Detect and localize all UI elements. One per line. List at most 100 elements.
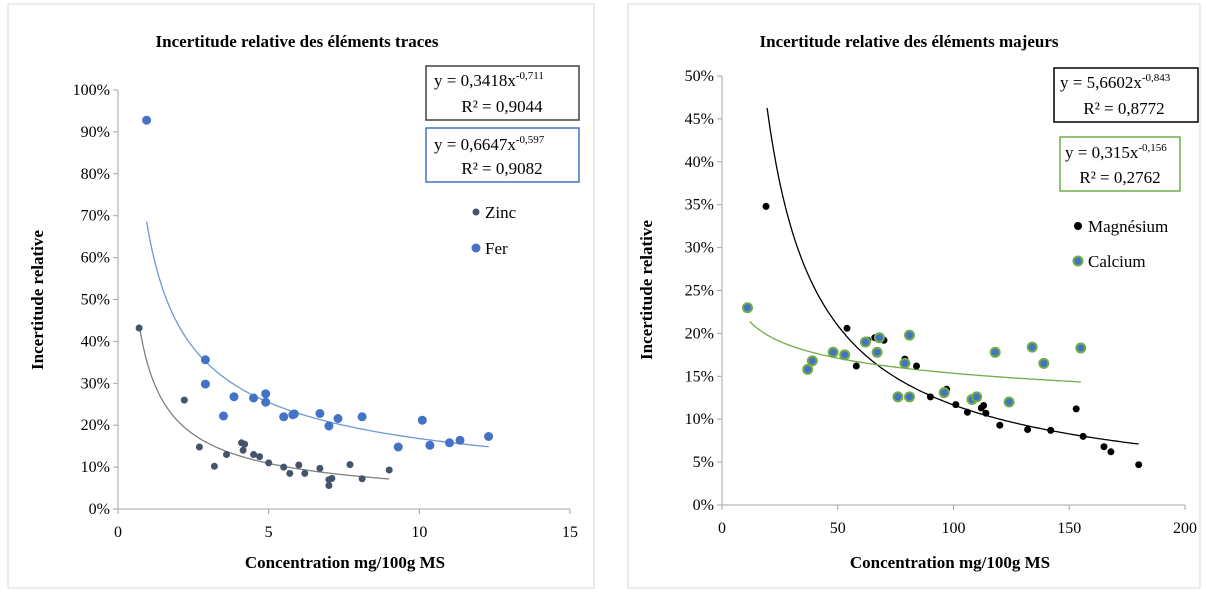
equation-box-border [425,127,580,183]
data-point-fer [455,435,465,445]
data-point-calcium [904,391,915,403]
data-point-fer [333,414,343,423]
r-squared-text: R² = 0,8772 [1083,99,1164,118]
data-point-zinc [328,474,336,482]
y-tick-label: 100% [73,82,110,99]
y-tick-label: 80% [81,166,110,183]
data-point-zinc [180,396,188,404]
data-point-zinc [325,482,333,489]
data-point-magnesium [1135,461,1143,469]
y-tick-label: 45% [685,111,714,128]
chart-panel-majeurs: Incertitude relative des éléments majeur… [604,0,1206,592]
legend-marker-fer [471,243,481,253]
data-point-fer [324,421,334,431]
data-point-magnesium [982,409,990,417]
data-point-magnesium [1072,405,1080,413]
legend: Zinc Fer [471,203,517,258]
data-point-magnesium [843,324,851,332]
equation-box-magnesium: y = 5,6602x-0,843 R² = 0,8772 [1053,67,1199,123]
r-squared-text: R² = 0,9044 [461,97,543,116]
data-point-magnesium [980,402,988,409]
data-point-calcium [971,391,983,403]
data-point-fer [315,409,325,418]
legend-label-magnesium: Magnésium [1088,217,1168,236]
chart-panel-traces: Incertitude relative des éléments traces… [0,0,604,592]
data-point-magnesium [852,362,860,370]
data-point-zinc [135,324,143,332]
x-tick-label: 100 [942,520,966,537]
data-point-fer [200,379,210,389]
plot-area: 0% 10% 20% 30% 40% 50% 60% 70% 80% 90% 100% 0 5 10 15 [73,82,578,541]
equation-text: y = 0,6647x-0,597 [434,134,545,154]
y-tick-label: 0% [693,497,714,514]
data-point-calcium [873,332,885,344]
y-tick-label: 10% [685,411,714,428]
equation-text: y = 0,3418x-0,711 [434,70,544,90]
r-squared-text: R² = 0,2762 [1079,168,1160,187]
data-point-calcium [938,387,950,399]
equation-box-border [1053,67,1199,123]
chart-traces: Incertitude relative des éléments traces… [7,3,595,589]
data-point-magnesium [926,393,934,401]
data-point-calcium [806,355,818,367]
legend: Magnésium Calcium [1072,217,1168,271]
y-tick-label: 60% [81,250,110,267]
y-tick-label: 15% [685,368,714,385]
trendline-calcium [749,321,1081,383]
chart-title: Incertitude relative des éléments majeur… [760,32,1059,51]
legend-label-fer: Fer [485,239,508,258]
r-squared-text: R² = 0,9082 [461,159,542,178]
x-tick-label: 50 [830,520,846,537]
data-point-calcium [904,329,915,341]
data-point-zinc [256,453,264,461]
data-point-fer [425,440,435,450]
chart-title: Incertitude relative des éléments traces [156,32,439,51]
data-point-fer [261,389,271,399]
data-point-fer [249,393,259,403]
data-point-calcium [1038,357,1050,369]
data-point-calcium [989,346,1001,358]
data-point-magnesium [762,202,770,210]
data-point-zinc [385,466,393,474]
data-point-calcium [827,346,839,358]
data-point-calcium [839,349,851,361]
data-point-magnesium [913,362,920,370]
data-point-magnesium [1047,426,1055,434]
data-point-zinc [346,461,354,469]
y-tick-label: 0% [89,501,110,518]
data-point-magnesium [952,401,960,409]
chart-area [627,3,1201,589]
data-point-zinc [241,440,249,448]
trendline-zinc [138,324,390,480]
y-tick-label: 20% [81,417,110,434]
x-tick-label: 10 [411,524,427,541]
data-point-fer [484,432,494,441]
data-point-zinc [316,464,324,472]
y-tick-label: 20% [685,325,714,342]
data-point-magnesium [963,408,971,416]
data-point-fer [142,115,152,125]
x-tick-label: 150 [1057,520,1081,537]
plot-area: 0% 5% 10% 15% 20% 25% 30% 35% 40% 45% 50% 0 50 100 150… [685,68,1197,537]
data-point-fer [289,409,299,419]
data-point-magnesium [1024,426,1032,433]
equation-text: y = 0,315x-0,156 [1065,142,1167,162]
data-point-fer [393,442,403,452]
x-tick-label: 5 [265,524,273,541]
legend-marker-calcium [1072,255,1084,267]
data-point-calcium [860,336,871,348]
y-tick-label: 70% [81,208,110,225]
y-tick-label: 30% [685,240,714,257]
data-point-fer [417,415,427,425]
data-point-zinc [265,459,273,467]
data-point-zinc [280,463,288,471]
data-point-fer [229,392,239,402]
data-point-fer [445,438,454,448]
y-tick-label: 50% [685,68,714,85]
legend-label-calcium: Calcium [1088,252,1146,271]
y-axis-label: Incertitude relative [28,230,47,370]
y-axis-label: Incertitude relative [637,220,656,360]
equation-text: y = 5,6602x-0,843 [1060,72,1171,92]
x-axis-label: Concentration mg/100g MS [245,553,445,572]
data-point-magnesium [1100,443,1108,451]
